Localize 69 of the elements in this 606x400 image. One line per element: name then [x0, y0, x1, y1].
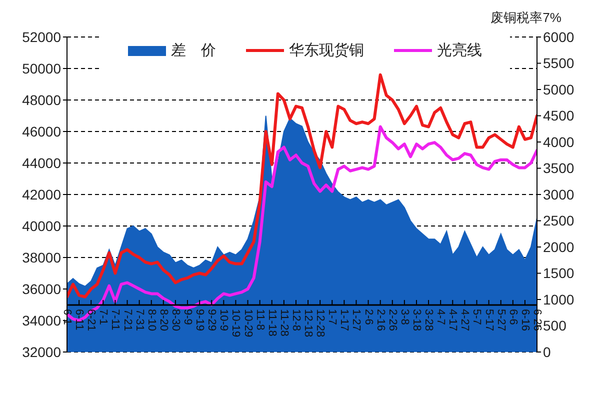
x-tick-label: 11-8 [254, 309, 266, 330]
x-tick-label: 1-27 [350, 309, 362, 332]
y-tick-label: 34000 [22, 312, 62, 328]
x-tick-label: 3-28 [422, 309, 435, 332]
x-tick-label: 4-27 [458, 309, 471, 332]
legend-label: 华东现货铜 [289, 41, 364, 60]
x-tick-label: 1-17 [338, 309, 350, 332]
y2-tick-label: 1500 [543, 265, 574, 282]
x-tick-label: 8-20 [157, 309, 170, 332]
x-tick-label: 5-17 [482, 309, 495, 332]
x-tick-label: 12-8 [290, 309, 302, 332]
x-tick-label: 3-8 [398, 309, 410, 325]
x-tick-label: 6-26 [531, 309, 543, 332]
y2-tick-label: 3500 [543, 160, 574, 176]
y-tick-label: 52000 [22, 28, 62, 45]
y-tick-label: 32000 [22, 344, 62, 360]
x-tick-label: 4-17 [446, 309, 459, 332]
x-tick-label: 3-18 [410, 309, 422, 332]
legend-label: 光亮线 [437, 41, 482, 60]
x-tick-label: 7-11 [109, 309, 122, 330]
y2-tick-label: 4000 [543, 134, 574, 150]
x-tick-label: 6-6 [506, 309, 519, 325]
x-tick-label: 8-30 [169, 309, 182, 332]
x-tick-label: 6-11 [73, 309, 86, 330]
y2-tick-label: 2500 [543, 212, 574, 229]
x-tick-label: 5-27 [494, 309, 507, 332]
x-tick-label: 6-1 [61, 309, 73, 325]
y2-tick-label: 5000 [543, 81, 574, 98]
x-tick-label: 12-28 [314, 309, 326, 338]
y-tick-label: 44000 [22, 154, 62, 171]
legend-label: 差 价 [171, 41, 216, 60]
y2-tick-label: 1000 [543, 291, 574, 308]
y2-tick-label: 2000 [543, 238, 574, 255]
x-tick-label: 4-7 [434, 309, 447, 325]
line-series [67, 73, 537, 298]
x-tick-label: 6-21 [85, 309, 98, 332]
x-tick-label: 10-9 [218, 309, 230, 332]
y2-axis-title: 废铜税率7% [490, 10, 562, 25]
x-tick-label: 9-19 [194, 309, 206, 332]
x-tick-label: 5-7 [470, 309, 483, 325]
y-tick-label: 42000 [22, 186, 62, 202]
y-tick-label: 38000 [22, 249, 62, 266]
x-tick-label: 2-16 [374, 309, 386, 332]
x-tick-label: 8-10 [145, 309, 158, 332]
y2-tick-label: 500 [543, 318, 567, 334]
y2-tick-label: 3000 [543, 186, 574, 202]
y-tick-label: 40000 [22, 218, 62, 234]
x-tick-label: 10-19 [230, 309, 242, 338]
x-tick-label: 1-7 [326, 309, 338, 325]
x-tick-label: 2-6 [362, 309, 374, 325]
y2-tick-label: 4500 [543, 108, 574, 124]
x-tick-label: 9-29 [206, 309, 218, 332]
y2-tick-label: 6000 [543, 28, 574, 45]
x-tick-label: 7-21 [121, 309, 134, 332]
x-tick-label: 11-28 [278, 309, 290, 336]
y-tick-label: 48000 [22, 92, 62, 108]
y-tick-label: 36000 [22, 280, 62, 297]
x-tick-label: 6-16 [518, 309, 531, 332]
x-tick-label: 10-29 [242, 309, 254, 338]
x-tick-label: 11-18 [266, 309, 278, 336]
y-tick-label: 46000 [22, 123, 62, 140]
x-tick-label: 2-26 [386, 309, 398, 332]
x-tick-label: 7-1 [97, 309, 110, 325]
y-tick-label: 50000 [22, 60, 62, 76]
x-tick-label: 12-18 [302, 309, 314, 338]
y2-tick-label: 0 [543, 344, 551, 360]
x-tick-label: 9-9 [182, 309, 194, 325]
y2-tick-label: 5500 [543, 55, 574, 72]
x-tick-label: 7-31 [133, 309, 146, 332]
